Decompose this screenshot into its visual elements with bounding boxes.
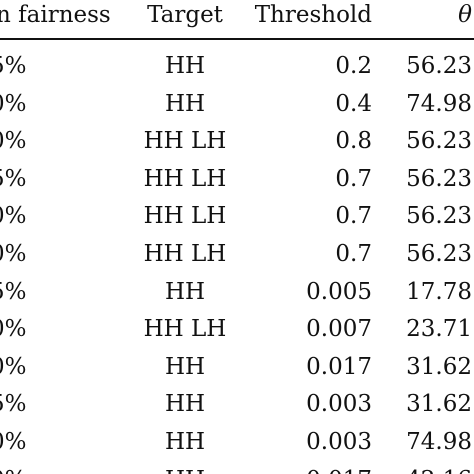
cell-theta: 56.23 xyxy=(406,203,472,230)
cell-threshold: 0.005 xyxy=(306,278,372,305)
cell-target: HH LH xyxy=(143,316,227,343)
cell-target: HH LH xyxy=(143,165,227,192)
cell-target: HH xyxy=(164,353,206,380)
cell-target: HH xyxy=(164,53,206,79)
cell-theta: 56.23 xyxy=(406,53,472,79)
header-threshold: Threshold xyxy=(254,2,372,28)
cell-fairness: 0% xyxy=(0,316,27,343)
header-fairness: n fairness xyxy=(0,2,111,28)
cell-threshold: 0.7 xyxy=(335,203,372,230)
header-rule xyxy=(0,38,474,40)
cell-threshold: 0.7 xyxy=(335,241,372,267)
cell-threshold: 0.4 xyxy=(335,90,372,117)
cell-fairness: 5% xyxy=(0,53,27,79)
cell-threshold: 0.007 xyxy=(306,316,372,343)
cell-fairness: 5% xyxy=(0,165,27,192)
cell-threshold: 0.003 xyxy=(306,391,372,418)
cell-target: HH xyxy=(164,429,206,455)
cell-theta: 31.62 xyxy=(406,391,472,418)
cell-theta: 42.16 xyxy=(378,467,472,474)
header-target: Target xyxy=(147,2,223,28)
cell-fairness: 5% xyxy=(0,391,27,418)
cell-target: HH xyxy=(164,90,206,117)
cell-target: HH LH xyxy=(143,128,227,155)
cell-target: HH xyxy=(164,278,206,305)
cell-fairness: 0% xyxy=(0,467,114,474)
cell-target: HH xyxy=(120,467,250,474)
cell-fairness: 0% xyxy=(0,353,27,380)
cell-theta: 74.98 xyxy=(406,429,472,455)
cell-threshold: 0.8 xyxy=(335,128,372,155)
cell-fairness: 0% xyxy=(0,241,27,267)
cell-theta: 56.23 xyxy=(406,165,472,192)
cell-target: HH xyxy=(164,391,206,418)
cell-theta: 31.62 xyxy=(406,353,472,380)
cell-theta: 74.98 xyxy=(406,90,472,117)
cell-target: HH LH xyxy=(143,241,227,267)
cell-fairness: 0% xyxy=(0,203,27,230)
cell-fairness: 0% xyxy=(0,429,27,455)
cell-fairness: 0% xyxy=(0,128,27,155)
header-theta: θ xyxy=(458,2,472,28)
cell-target: HH LH xyxy=(143,203,227,230)
cell-fairness: 0% xyxy=(0,90,27,117)
cell-threshold: 0.003 xyxy=(306,429,372,455)
cell-threshold: 0.7 xyxy=(335,165,372,192)
cell-threshold: 0.2 xyxy=(335,53,372,79)
cell-fairness: 5% xyxy=(0,278,27,305)
cell-theta: 56.23 xyxy=(406,241,472,267)
cell-threshold: 0.017 xyxy=(306,353,372,380)
cell-theta: 23.71 xyxy=(406,316,472,343)
cell-threshold: 0.017 xyxy=(252,467,372,474)
cell-theta: 56.23 xyxy=(406,128,472,155)
cell-theta: 17.78 xyxy=(406,278,472,305)
